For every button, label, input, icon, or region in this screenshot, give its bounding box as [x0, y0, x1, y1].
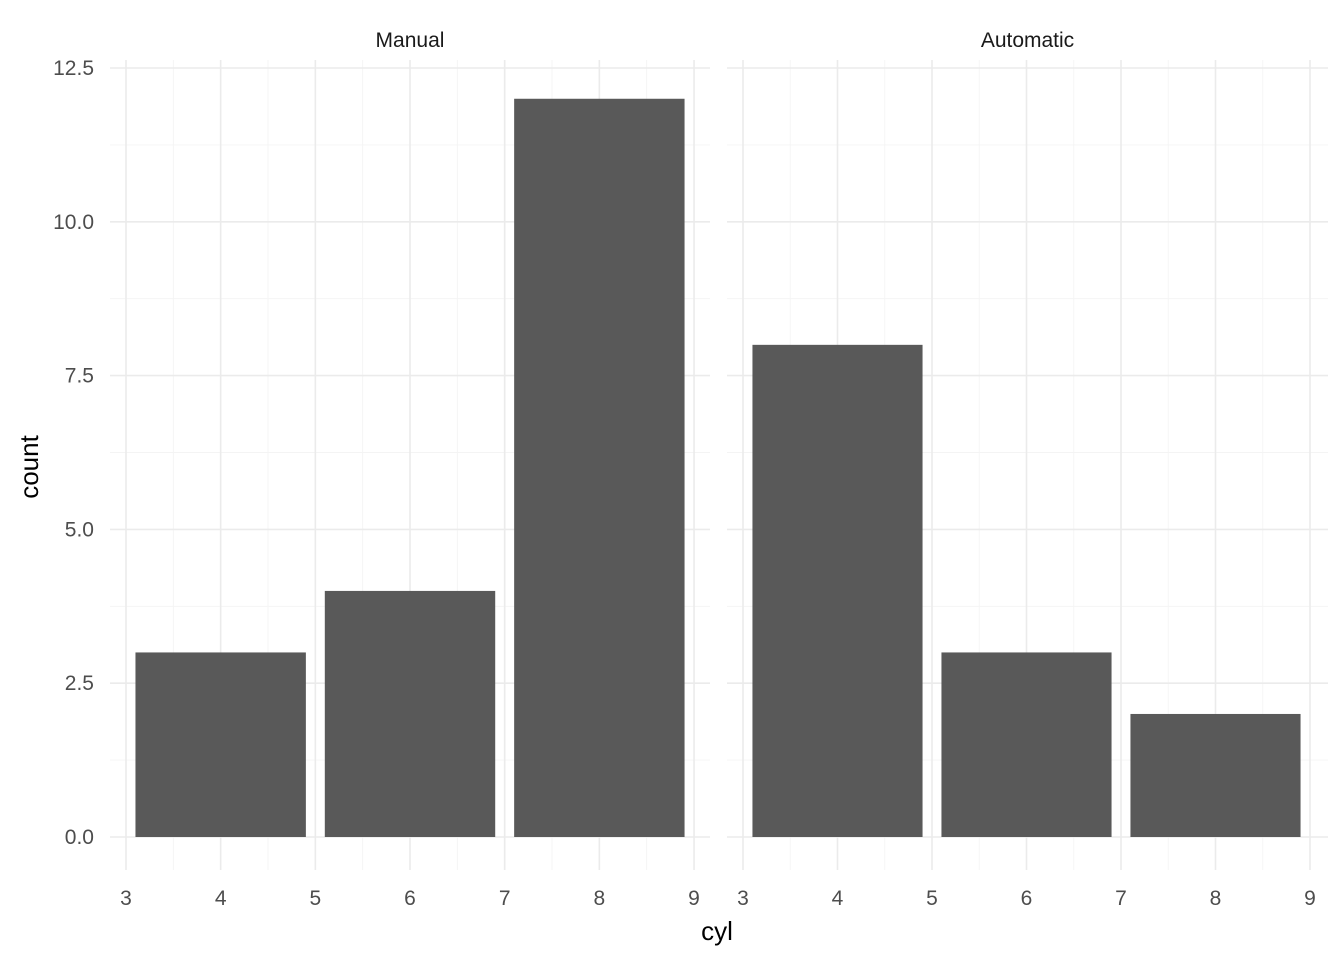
x-tick-label: 7 — [499, 887, 511, 910]
facet-panel-manual: 3 4 5 6 7 8 9 Manual — [110, 29, 710, 910]
y-axis-title: count — [14, 434, 44, 498]
facet-strip-label: Manual — [376, 29, 445, 52]
x-tick-label: 6 — [404, 887, 416, 910]
x-tick-label: 6 — [1021, 887, 1033, 910]
y-tick-label: 0.0 — [65, 826, 94, 849]
bar-cyl-6 — [324, 590, 496, 837]
bar-cyl-8 — [1130, 713, 1301, 837]
x-tick-label: 4 — [215, 887, 227, 910]
y-tick-label: 10.0 — [53, 211, 94, 234]
bar-cyl-8 — [514, 98, 685, 837]
x-tick-label: 8 — [594, 887, 606, 910]
x-tick-label: 7 — [1115, 887, 1127, 910]
y-tick-label: 5.0 — [65, 518, 94, 541]
facet-panel-automatic: 3 4 5 6 7 8 9 Automatic — [727, 29, 1328, 910]
x-tick-label: 3 — [737, 887, 749, 910]
panel-bars — [135, 98, 685, 837]
x-tick-label: 9 — [688, 887, 700, 910]
y-tick-label: 2.5 — [65, 672, 94, 695]
bar-cyl-4 — [135, 652, 306, 837]
x-axis-tick-labels: 3 4 5 6 7 8 9 — [120, 887, 700, 910]
x-tick-label: 5 — [926, 887, 938, 910]
facet-strip-label: Automatic — [981, 29, 1074, 52]
y-tick-label: 7.5 — [65, 365, 94, 388]
y-axis-tick-labels: 0.0 2.5 5.0 7.5 10.0 12.5 — [53, 57, 94, 849]
x-tick-label: 9 — [1304, 887, 1316, 910]
panel-bars — [752, 344, 1301, 837]
x-tick-label: 4 — [832, 887, 844, 910]
y-tick-label: 12.5 — [53, 57, 94, 80]
x-tick-label: 8 — [1210, 887, 1222, 910]
bar-cyl-4 — [752, 344, 923, 837]
x-axis-tick-labels: 3 4 5 6 7 8 9 — [737, 887, 1316, 910]
x-tick-label: 3 — [120, 887, 132, 910]
x-tick-label: 5 — [309, 887, 321, 910]
bar-cyl-6 — [941, 652, 1112, 837]
x-axis-title: cyl — [701, 916, 733, 946]
